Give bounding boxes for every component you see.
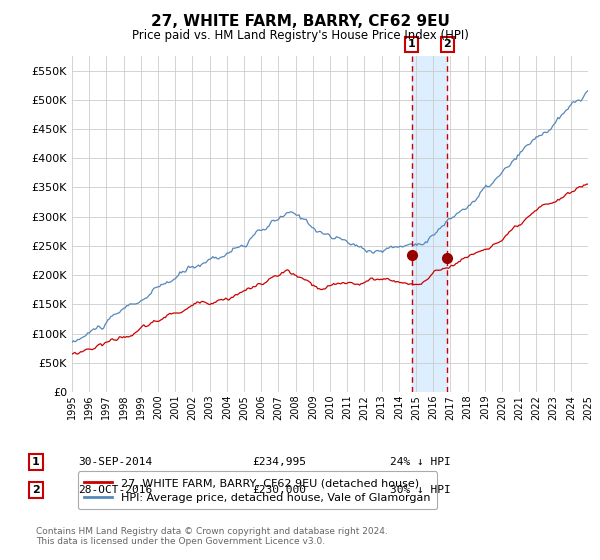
Bar <box>412 56 448 392</box>
Text: 30% ↓ HPI: 30% ↓ HPI <box>390 485 451 495</box>
Text: Price paid vs. HM Land Registry's House Price Index (HPI): Price paid vs. HM Land Registry's House … <box>131 29 469 42</box>
Text: 28-OCT-2016: 28-OCT-2016 <box>78 485 152 495</box>
Text: 1: 1 <box>32 457 40 467</box>
Text: Contains HM Land Registry data © Crown copyright and database right 2024.
This d: Contains HM Land Registry data © Crown c… <box>36 526 388 546</box>
Legend: 27, WHITE FARM, BARRY, CF62 9EU (detached house), HPI: Average price, detached h: 27, WHITE FARM, BARRY, CF62 9EU (detache… <box>77 472 437 509</box>
Text: 24% ↓ HPI: 24% ↓ HPI <box>390 457 451 467</box>
Text: 2: 2 <box>32 485 40 495</box>
Text: 27, WHITE FARM, BARRY, CF62 9EU: 27, WHITE FARM, BARRY, CF62 9EU <box>151 14 449 29</box>
Text: 1: 1 <box>408 39 416 49</box>
Text: 2: 2 <box>443 39 451 49</box>
Text: 30-SEP-2014: 30-SEP-2014 <box>78 457 152 467</box>
Text: £234,995: £234,995 <box>252 457 306 467</box>
Text: £230,000: £230,000 <box>252 485 306 495</box>
